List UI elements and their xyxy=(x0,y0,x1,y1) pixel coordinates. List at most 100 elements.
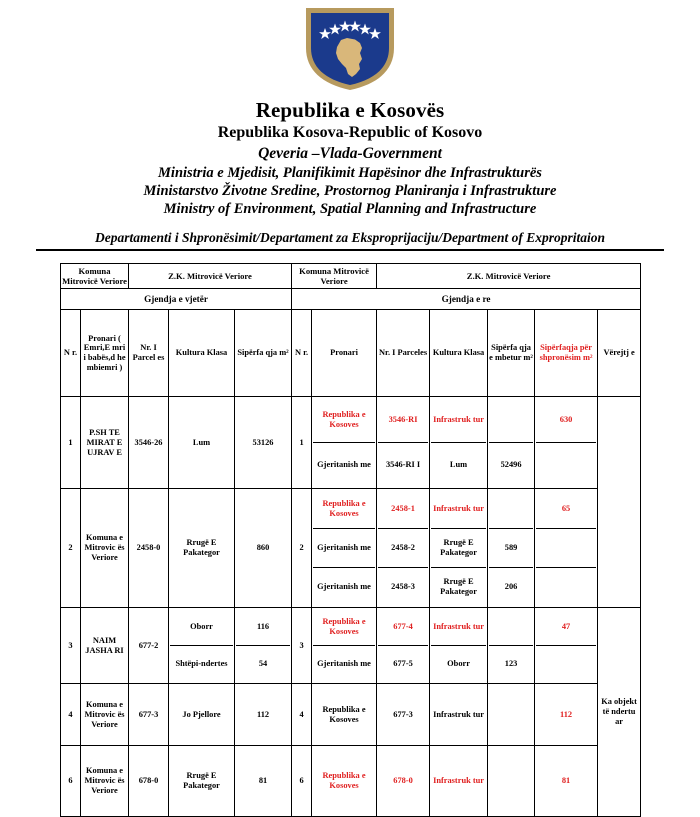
cell-verejtje xyxy=(597,396,642,609)
cell-siperfaqja-mbetur: 52496 xyxy=(487,396,536,490)
kultura-old-value: Rrugë E Pakategor xyxy=(183,538,220,558)
cell-pronari-old: NAIM JASHA RI xyxy=(79,607,130,685)
kultura-old-value: Jo Pjellore xyxy=(182,709,221,719)
ministry-line-sr: Ministarstvo Životne Sredine, Prostornog… xyxy=(143,182,557,199)
cell-parcel-new-value: 3546-RI xyxy=(378,398,429,444)
cell-pronari-new-value: Republika e Kosoves xyxy=(322,771,366,791)
cell-pronari-new-value: Republika e Kosoves xyxy=(313,490,376,530)
cell-kultura-new-value: Rrugë E Pakategor xyxy=(440,577,477,597)
cell-kultura-new-value: Infrastruk tur xyxy=(433,709,485,719)
col-header-pronari-new: Pronari xyxy=(311,309,378,398)
cell-kultura-new: Infrastruk tur xyxy=(429,745,489,817)
cell-siperfaqja-mbetur: 123 xyxy=(487,607,536,685)
cell-kultura-new: Infrastruk tur Rrugë E Pakategor Rrugë E P… xyxy=(429,488,489,609)
cell-siperfaqja-old: 81 xyxy=(234,745,293,817)
table-group-header-row: Komuna Mitrovicë Veriore Z.K. Mitrovicë … xyxy=(59,263,642,290)
cell-pronari-new: Republika e Kosoves xyxy=(311,683,378,747)
cell-siperfaqja-shpronesim-value xyxy=(536,528,597,569)
cell-nr-old: 4 xyxy=(60,683,81,747)
cell-parcel-new-value: 2458-3 xyxy=(391,582,415,592)
siperfaqja-old-value: 54 xyxy=(258,659,268,669)
cell-verejtje: Ka objekt të ndertu ar xyxy=(597,607,642,817)
cell-siperfaqja-mbetur-value: 123 xyxy=(504,659,518,669)
republic-subtitle: Republika Kosova-Republic of Kosovo xyxy=(217,124,483,142)
table-state-header-row: Gjendja e vjetër Gjendja e re xyxy=(59,288,642,311)
cell-pronari-old: Komuna e Mitrovic ës Veriore xyxy=(79,683,130,747)
cell-parcel-old: 677-2 xyxy=(128,607,170,685)
col-header-pronari-old: Pronari ( Emri,E mri i babës,d he mbiemr… xyxy=(79,309,130,398)
department-line: Departamenti i Shpronësimit/Departament … xyxy=(94,230,606,246)
cell-siperfaqja-shpronesim: 112 xyxy=(534,683,599,747)
cell-pronari-new-value: Gjeritanish me xyxy=(317,582,371,592)
cell-siperfaqja-shpronesim-value xyxy=(536,443,596,488)
cell-siperfaqja-old: 112 xyxy=(234,683,293,747)
cell-siperfaqja-shpronesim-value: 630 xyxy=(536,398,597,444)
cell-parcel-new-value: 678-0 xyxy=(393,776,413,786)
cell-siperfaqja-mbetur-value xyxy=(489,609,534,647)
cell-parcel-new: 678-0 xyxy=(376,745,431,817)
cell-pronari-old: P.SH TE MIRAT E UJRAV E xyxy=(79,396,130,490)
cell-siperfaqja-shpronesim-value: 112 xyxy=(559,709,573,719)
cell-parcel-new: 677-4 677-5 xyxy=(376,607,431,685)
cell-parcel-old: 677-3 xyxy=(128,683,170,747)
cell-kultura-old: Rrugë E Pakategor xyxy=(168,488,236,609)
cell-kultura-new-value: Infrastruk tur xyxy=(433,776,485,786)
cell-kultura-old: Oborr Shtëpi-ndertes xyxy=(168,607,236,685)
cell-nr-old: 3 xyxy=(60,607,81,685)
cell-kultura-new-value: Rrugë E Pakategor xyxy=(431,528,487,569)
group-header-komuna-old: Komuna Mitrovicë Veriore xyxy=(59,263,130,290)
cell-nr-new: 6 xyxy=(291,745,313,817)
cell-nr-new: 4 xyxy=(291,683,313,747)
cell-pronari-new-value: Gjeritanish me xyxy=(313,528,376,569)
expropriation-table: Komuna Mitrovicë Veriore Z.K. Mitrovicë … xyxy=(59,263,642,817)
cell-siperfaqja-old: 860 xyxy=(234,488,293,609)
emblem-container xyxy=(0,0,700,96)
col-header-parcel-new: Nr. I Parceles xyxy=(376,309,431,398)
group-header-zk-new: Z.K. Mitrovicë Veriore xyxy=(376,263,642,290)
cell-siperfaqja-mbetur-value xyxy=(489,747,533,815)
cell-parcel-old: 3546-26 xyxy=(128,396,170,490)
cell-kultura-old: Jo Pjellore xyxy=(168,683,236,747)
col-header-siperfaqja-old: Sipërfa qja m² xyxy=(234,309,293,398)
cell-siperfaqja-mbetur-value xyxy=(489,685,533,744)
cell-parcel-old: 678-0 xyxy=(128,745,170,817)
table-body: 1 P.SH TE MIRAT E UJRAV E 3546-26 Lum 53126 1… xyxy=(60,396,642,817)
cell-pronari-new-value: Gjeritanish me xyxy=(317,460,371,470)
cell-pronari-new-value: Gjeritanish me xyxy=(317,659,371,669)
cell-nr-new: 2 xyxy=(291,488,313,609)
cell-siperfaqja-shpronesim-value: 47 xyxy=(536,609,597,647)
cell-siperfaqja-mbetur-value: 589 xyxy=(489,528,534,569)
cell-siperfaqja-mbetur-value xyxy=(489,398,534,444)
cell-kultura-new: Infrastruk tur Oborr xyxy=(429,607,489,685)
kultura-old-value: Shtëpi-ndertes xyxy=(175,659,228,669)
cell-kultura-new: Infrastruk tur xyxy=(429,683,489,747)
cell-siperfaqja-shpronesim: 65 xyxy=(534,488,599,609)
col-header-kultura-new: Kultura Klasa xyxy=(429,309,489,398)
cell-siperfaqja-shpronesim-value xyxy=(536,646,596,683)
table-row: 3 NAIM JASHA RI 677-2 Oborr Shtëpi-ndertes 11… xyxy=(60,607,642,817)
kultura-old-value: Rrugë E Pakategor xyxy=(183,771,220,791)
cell-pronari-new-value: Republika e Kosoves xyxy=(313,609,376,647)
group-header-zk-old: Z.K. Mitrovicë Veriore xyxy=(128,263,293,290)
table-row: 6 Komuna e Mitrovic ës Veriore 678-0 Rrugë … xyxy=(60,745,641,817)
siperfaqja-old-value: 116 xyxy=(236,609,291,647)
siperfaqja-old-value: 81 xyxy=(258,776,268,786)
col-header-verejtje: Vërejtj e xyxy=(597,309,642,398)
cell-parcel-new-value: 2458-1 xyxy=(378,490,429,530)
cell-parcel-new-value: 677-3 xyxy=(393,709,413,719)
cell-siperfaqja-mbetur-value: 52496 xyxy=(500,460,522,470)
cell-pronari-new: Republika e Kosoves xyxy=(311,745,378,817)
cell-nr-old: 6 xyxy=(60,745,81,817)
state-header-old: Gjendja e vjetër xyxy=(59,288,293,311)
ministry-line-sq: Ministria e Mjedisit, Planifikimit Hapës… xyxy=(158,164,542,181)
cell-kultura-old: Rrugë E Pakategor xyxy=(168,745,236,817)
department-banner: Departamenti i Shpronësimit/Departament … xyxy=(36,230,664,252)
expropriation-table-container: Komuna Mitrovicë Veriore Z.K. Mitrovicë … xyxy=(59,263,642,817)
cell-pronari-old: Komuna e Mitrovic ës Veriore xyxy=(79,745,130,817)
cell-parcel-new: 3546-RI 3546-RI I xyxy=(376,396,431,490)
table-row: 1 P.SH TE MIRAT E UJRAV E 3546-26 Lum 53126 1… xyxy=(60,396,642,609)
cell-parcel-new-value: 3546-RI I xyxy=(385,460,421,470)
siperfaqja-old-value: 860 xyxy=(256,543,270,553)
cell-kultura-new-value: Oborr xyxy=(447,659,470,669)
kosovo-coat-of-arms-icon xyxy=(306,8,394,90)
